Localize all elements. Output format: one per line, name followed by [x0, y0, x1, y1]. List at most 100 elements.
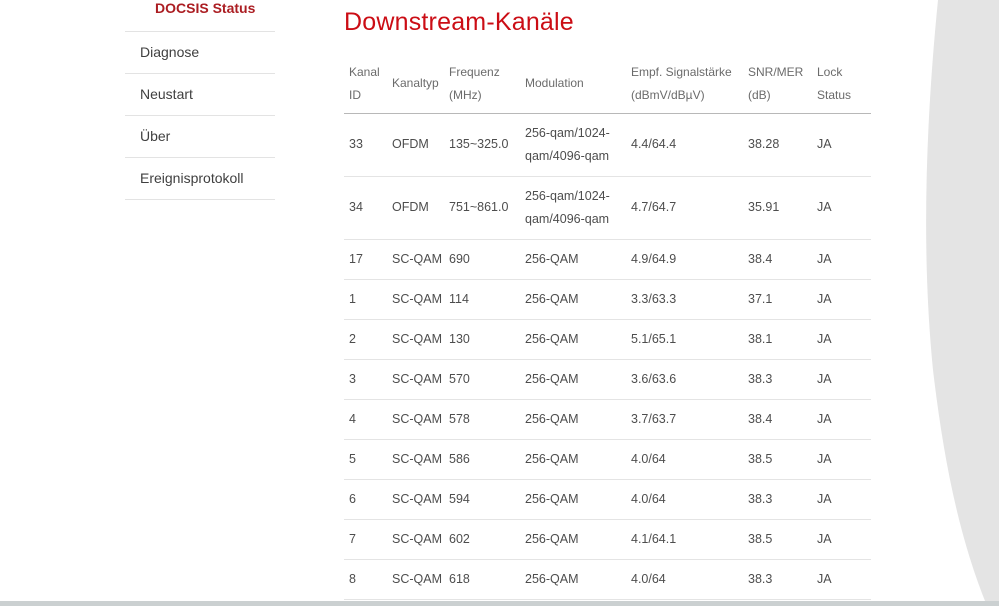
cell-kanaltyp: SC-QAM [392, 319, 449, 360]
table-row: 1 SC-QAM 114 256-QAM 3.3/63.3 37.1 JA [344, 279, 871, 320]
cell-modulation: 256-QAM [525, 319, 631, 360]
cell-lock: JA [817, 239, 871, 280]
cell-kanaltyp: OFDM [392, 176, 449, 240]
column-header-line1: Frequenz [449, 64, 500, 79]
sidebar-item-diagnose[interactable]: Diagnose [125, 32, 275, 74]
column-header-line1: Empf. Signalstärke [631, 64, 732, 79]
cell-snr: 37.1 [748, 279, 817, 320]
sidebar-item--ber[interactable]: Über [125, 116, 275, 158]
page-title: Downstream-Kanäle [344, 8, 574, 36]
table-row: 17 SC-QAM 690 256-QAM 4.9/64.9 38.4 JA [344, 239, 871, 280]
cell-signal: 4.0/64 [631, 479, 748, 520]
cell-snr: 38.3 [748, 359, 817, 400]
sidebar-nav: DOCSIS Status Diagnose Neustart Über Ereigni… [125, 0, 275, 200]
cell-frequenz: 114 [449, 279, 525, 320]
cell-kanaltyp: OFDM [392, 113, 449, 177]
column-header-line1: SNR/MER [748, 64, 804, 79]
column-header-kanal: Kanal ID [344, 55, 392, 114]
cell-snr: 38.28 [748, 113, 817, 177]
cell-lock: JA [817, 399, 871, 440]
column-header-kanaltyp: Kanaltyp [392, 55, 449, 114]
sidebar-item-neustart[interactable]: Neustart [125, 74, 275, 116]
cell-lock: JA [817, 439, 871, 480]
column-header-snr-mer: SNR/MER (dB) [748, 55, 817, 114]
cell-frequenz: 570 [449, 359, 525, 400]
cell-snr: 38.1 [748, 319, 817, 360]
cell-kanaltyp: SC-QAM [392, 439, 449, 480]
sidebar-item-docsis-status[interactable]: DOCSIS Status [125, 0, 275, 32]
cell-signal: 3.3/63.3 [631, 279, 748, 320]
cell-lock: JA [817, 176, 871, 240]
cell-modulation: 256-QAM [525, 439, 631, 480]
table-row: 4 SC-QAM 578 256-QAM 3.7/63.7 38.4 JA [344, 399, 871, 440]
cell-signal: 3.7/63.7 [631, 399, 748, 440]
column-header-frequenz: Frequenz (MHz) [449, 55, 525, 114]
cell-lock: JA [817, 113, 871, 177]
cell-frequenz: 594 [449, 479, 525, 520]
cell-kanal-id: 8 [344, 559, 392, 600]
cell-signal: 4.7/64.7 [631, 176, 748, 240]
cell-kanaltyp: SC-QAM [392, 399, 449, 440]
cell-kanal-id: 17 [344, 239, 392, 280]
cell-modulation: 256-QAM [525, 279, 631, 320]
cell-modulation: 256-QAM [525, 359, 631, 400]
cell-kanaltyp: SC-QAM [392, 559, 449, 600]
cell-modulation: 256-QAM [525, 519, 631, 560]
column-header-line2: (dB) [748, 87, 771, 102]
column-header-modulation: Modulation [525, 55, 631, 114]
cell-snr: 35.91 [748, 176, 817, 240]
cell-kanal-id: 33 [344, 113, 392, 177]
cell-kanal-id: 2 [344, 319, 392, 360]
cell-kanal-id: 1 [344, 279, 392, 320]
cell-snr: 38.4 [748, 399, 817, 440]
cell-signal: 5.1/65.1 [631, 319, 748, 360]
cell-modulation: 256-QAM [525, 479, 631, 520]
column-header-lock: Lock Status [817, 55, 871, 114]
cell-signal: 4.4/64.4 [631, 113, 748, 177]
cell-signal: 4.9/64.9 [631, 239, 748, 280]
cell-modulation: 256-QAM [525, 239, 631, 280]
table-row: 7 SC-QAM 602 256-QAM 4.1/64.1 38.5 JA [344, 519, 871, 560]
column-header-line1: Kanaltyp [392, 76, 439, 91]
cell-frequenz: 578 [449, 399, 525, 440]
cell-frequenz: 690 [449, 239, 525, 280]
column-header-line2: ID [349, 87, 361, 102]
table-row: 3 SC-QAM 570 256-QAM 3.6/63.6 38.3 JA [344, 359, 871, 400]
cell-snr: 38.5 [748, 439, 817, 480]
cell-modulation: 256-qam/1024-qam/4096-qam [525, 176, 631, 240]
cell-frequenz: 618 [449, 559, 525, 600]
cell-signal: 4.0/64 [631, 559, 748, 600]
column-header-line2: (dBmV/dBµV) [631, 87, 705, 102]
table-row: 33 OFDM 135~325.0 256-qam/1024-qam/4096-qam… [344, 113, 871, 177]
cell-lock: JA [817, 559, 871, 600]
table-row: 5 SC-QAM 586 256-QAM 4.0/64 38.5 JA [344, 439, 871, 480]
table-row: 2 SC-QAM 130 256-QAM 5.1/65.1 38.1 JA [344, 319, 871, 360]
table-body: 33 OFDM 135~325.0 256-qam/1024-qam/4096-qam… [344, 113, 871, 600]
cell-signal: 4.1/64.1 [631, 519, 748, 560]
table-header-row: Kanal ID Kanaltyp Frequenz (MHz) Modulation Em… [344, 55, 871, 114]
cell-signal: 3.6/63.6 [631, 359, 748, 400]
bottom-bar [0, 601, 999, 606]
cell-modulation: 256-QAM [525, 399, 631, 440]
cell-lock: JA [817, 519, 871, 560]
cell-kanal-id: 7 [344, 519, 392, 560]
cell-frequenz: 130 [449, 319, 525, 360]
cell-kanal-id: 4 [344, 399, 392, 440]
downstream-channels-table: Kanal ID Kanaltyp Frequenz (MHz) Modulation Em… [344, 55, 871, 600]
cell-snr: 38.5 [748, 519, 817, 560]
sidebar-item-ereignisprotokoll[interactable]: Ereignisprotokoll [125, 158, 275, 200]
cell-kanal-id: 34 [344, 176, 392, 240]
cell-lock: JA [817, 479, 871, 520]
cell-signal: 4.0/64 [631, 439, 748, 480]
cell-kanaltyp: SC-QAM [392, 479, 449, 520]
column-header-line1: Kanal [349, 64, 380, 79]
cell-lock: JA [817, 359, 871, 400]
cell-modulation: 256-QAM [525, 559, 631, 600]
cell-lock: JA [817, 319, 871, 360]
cell-snr: 38.4 [748, 239, 817, 280]
column-header-line2: (MHz) [449, 87, 482, 102]
table-row: 34 OFDM 751~861.0 256-qam/1024-qam/4096-qam… [344, 176, 871, 240]
cell-frequenz: 586 [449, 439, 525, 480]
column-header-line2: Status [817, 87, 852, 102]
cell-kanal-id: 6 [344, 479, 392, 520]
